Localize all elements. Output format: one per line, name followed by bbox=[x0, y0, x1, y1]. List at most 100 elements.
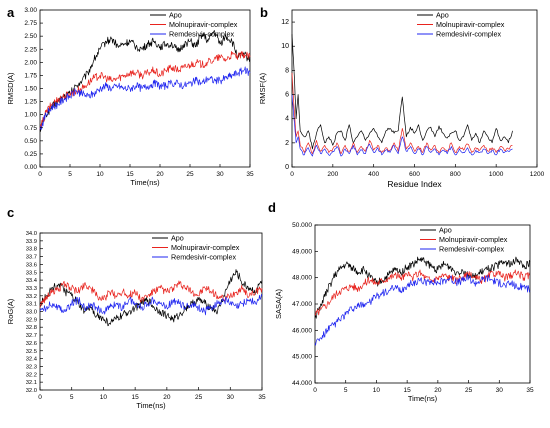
y-tick-label: 0.00 bbox=[24, 164, 37, 171]
x-tick-label: 1000 bbox=[489, 171, 504, 178]
series-line-apo bbox=[314, 256, 531, 319]
x-tick-label: 5 bbox=[70, 394, 74, 401]
panel-label: a bbox=[7, 5, 15, 20]
y-tick-label: 33.7 bbox=[26, 255, 37, 261]
y-tick-label: 1.00 bbox=[24, 112, 37, 119]
y-tick-label: 2.50 bbox=[24, 33, 37, 40]
series-line-molnupiravir-complex bbox=[39, 280, 263, 308]
panel-label: b bbox=[260, 5, 268, 20]
y-tick-label: 32.9 bbox=[26, 317, 37, 323]
y-tick-label: 33.6 bbox=[26, 262, 37, 268]
x-axis-label: Time(ns) bbox=[408, 394, 438, 403]
y-tick-label: 0.25 bbox=[24, 151, 37, 158]
y-tick-label: 1.50 bbox=[24, 86, 37, 93]
legend-entry: Molnupiravir-complex bbox=[436, 20, 505, 29]
y-tick-label: 2.25 bbox=[24, 46, 37, 53]
x-tick-label: 10 bbox=[96, 171, 104, 178]
series-line-apo bbox=[39, 269, 263, 327]
chart-panel-d: d 0 5 10 15 20 25 30 35 44.000 45.000 46.000 47.000 4… bbox=[268, 200, 534, 403]
legend-entry: Molnupiravir-complex bbox=[169, 20, 238, 29]
y-tick-label: 33.1 bbox=[26, 302, 37, 308]
legend: ApoMolnupiravir-complexRemdesivir-comple… bbox=[150, 11, 238, 39]
legend: ApoMolnupiravir-complexRemdesivir-comple… bbox=[417, 11, 505, 39]
y-tick-label: 32.1 bbox=[26, 380, 37, 386]
y-tick-label: 50.000 bbox=[292, 222, 312, 229]
x-tick-label: 15 bbox=[132, 394, 140, 401]
y-tick-label: 10 bbox=[281, 43, 289, 50]
y-tick-label: 2.00 bbox=[24, 59, 37, 66]
x-tick-label: 800 bbox=[450, 171, 461, 178]
legend-entry: Remdesivir-complex bbox=[436, 30, 502, 39]
y-axis-label: RMSD(A) bbox=[6, 72, 15, 105]
x-axis-label: Time(ns) bbox=[130, 178, 160, 187]
series-line-apo bbox=[291, 34, 513, 150]
y-axis-label: RoG(A) bbox=[6, 298, 15, 324]
x-tick-label: 0 bbox=[313, 387, 317, 394]
y-tick-label: 0.50 bbox=[24, 138, 37, 145]
x-tick-label: 10 bbox=[373, 387, 381, 394]
y-tick-label: 32.5 bbox=[26, 349, 37, 355]
y-tick-label: 0.75 bbox=[24, 125, 37, 132]
y-tick-label: 49.000 bbox=[292, 248, 312, 255]
y-tick-label: 33.9 bbox=[26, 239, 37, 245]
x-tick-label: 25 bbox=[186, 171, 194, 178]
x-tick-label: 200 bbox=[327, 171, 338, 178]
x-tick-label: 5 bbox=[68, 171, 72, 178]
y-tick-label: 3.00 bbox=[24, 7, 37, 14]
x-tick-label: 35 bbox=[526, 387, 534, 394]
legend-entry: Apo bbox=[171, 234, 184, 243]
y-tick-label: 12 bbox=[281, 19, 289, 26]
y-tick-label: 1.75 bbox=[24, 72, 37, 79]
series-line-molnupiravir-complex bbox=[291, 72, 513, 155]
x-tick-label: 0 bbox=[290, 171, 294, 178]
y-tick-label: 34.0 bbox=[26, 231, 37, 237]
y-tick-label: 32.7 bbox=[26, 333, 37, 339]
y-tick-label: 48.000 bbox=[292, 275, 312, 282]
legend-entry: Apo bbox=[169, 11, 182, 20]
x-tick-label: 25 bbox=[465, 387, 473, 394]
x-tick-label: 5 bbox=[344, 387, 348, 394]
y-tick-label: 1.25 bbox=[24, 99, 37, 106]
x-tick-label: 35 bbox=[246, 171, 254, 178]
series-line-remdesivir-complex bbox=[39, 294, 263, 316]
legend-entry: Remdesivir-complex bbox=[171, 253, 237, 262]
y-tick-label: 33.5 bbox=[26, 270, 37, 276]
x-tick-label: 0 bbox=[38, 171, 42, 178]
y-tick-label: 32.8 bbox=[26, 325, 37, 331]
y-tick-label: 2 bbox=[285, 140, 289, 147]
y-tick-label: 4 bbox=[285, 116, 289, 123]
x-tick-label: 600 bbox=[409, 171, 420, 178]
y-axis-label: SASA(A) bbox=[274, 288, 283, 319]
series-line-molnupiravir-complex bbox=[314, 269, 531, 316]
y-tick-label: 44.000 bbox=[292, 380, 312, 387]
series-line-remdesivir-complex bbox=[39, 66, 251, 130]
x-tick-label: 30 bbox=[227, 394, 235, 401]
x-tick-label: 25 bbox=[195, 394, 203, 401]
legend-entry: Remdesivir-complex bbox=[439, 245, 505, 254]
y-tick-label: 32.0 bbox=[26, 388, 37, 394]
y-tick-label: 32.4 bbox=[26, 357, 38, 363]
series-line-apo bbox=[39, 30, 251, 132]
legend-entry: Molnupiravir-complex bbox=[171, 243, 240, 252]
y-tick-label: 33.4 bbox=[26, 278, 38, 284]
x-tick-label: 20 bbox=[434, 387, 442, 394]
panel-label: c bbox=[7, 205, 14, 220]
legend: ApoMolnupiravir-complexRemdesivir-comple… bbox=[152, 234, 240, 262]
legend: ApoMolnupiravir-complexRemdesivir-comple… bbox=[420, 226, 508, 254]
y-tick-label: 2.75 bbox=[24, 20, 37, 27]
y-tick-label: 33.3 bbox=[26, 286, 37, 292]
legend-entry: Apo bbox=[436, 11, 449, 20]
chart-panel-c: c 0 5 10 15 20 25 30 35 32.0 32.1 32.2 32.332.4 32.5 3… bbox=[6, 205, 266, 410]
y-axis-label: RMSF(A) bbox=[258, 72, 267, 104]
series-line-remdesivir-complex bbox=[291, 94, 513, 157]
y-tick-label: 0 bbox=[285, 164, 289, 171]
x-tick-label: 400 bbox=[368, 171, 379, 178]
legend-entry: Apo bbox=[439, 226, 452, 235]
y-tick-label: 45.000 bbox=[292, 354, 312, 361]
x-tick-label: 30 bbox=[216, 171, 224, 178]
x-tick-label: 15 bbox=[126, 171, 134, 178]
y-tick-label: 6 bbox=[285, 92, 289, 99]
y-tick-label: 33.0 bbox=[26, 310, 37, 316]
y-tick-label: 47.000 bbox=[292, 301, 312, 308]
